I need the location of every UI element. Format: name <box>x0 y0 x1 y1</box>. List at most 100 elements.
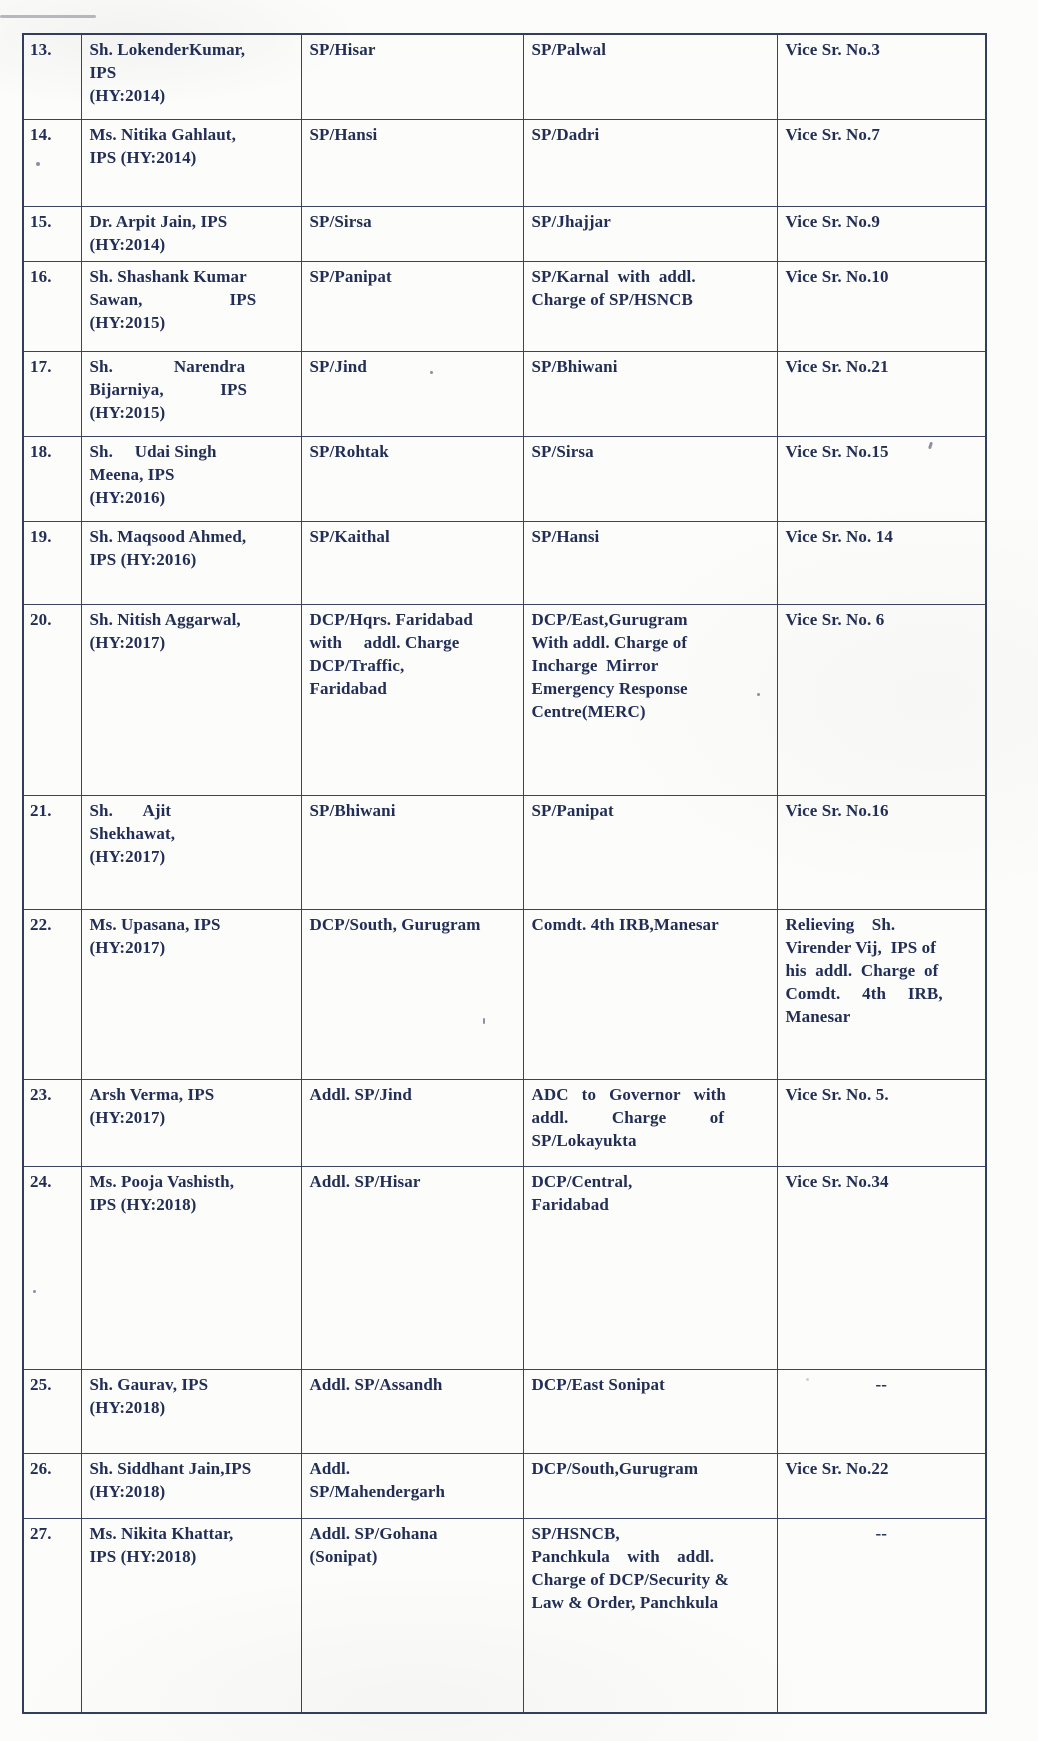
table-row: 22. Ms. Upasana, IPS (HY:2017) DCP/South… <box>22 908 987 1080</box>
cell-officer-name: Ms. Pooja Vashisth, IPS (HY:2018) <box>80 1165 302 1370</box>
transfer-table-body: 13. Sh. LokenderKumar, IPS (HY:2014) SP/… <box>22 33 987 1714</box>
cell-serial-number: 27. <box>22 1517 82 1714</box>
officer-transfer-table: 13. Sh. LokenderKumar, IPS (HY:2014) SP/… <box>22 33 987 1714</box>
cell-present-posting: Addl. SP/Hisar <box>300 1165 524 1370</box>
cell-present-posting: Addl. SP/Assandh <box>300 1368 524 1454</box>
scan-speck <box>36 162 40 166</box>
cell-officer-name: Ms. Nitika Gahlaut, IPS (HY:2014) <box>80 118 302 207</box>
table-row: 19. Sh. Maqsood Ahmed, IPS (HY:2016) SP/… <box>22 520 987 605</box>
cell-officer-name: Sh. Ajit Shekhawat, (HY:2017) <box>80 794 302 910</box>
cell-officer-name: Sh. Narendra Bijarniya, IPS (HY:2015) <box>80 350 302 437</box>
cell-remarks: Vice Sr. No.16 <box>776 794 987 910</box>
cell-serial-number: 18. <box>22 435 82 522</box>
table-row: 25. Sh. Gaurav, IPS (HY:2018) Addl. SP/A… <box>22 1368 987 1454</box>
table-row: 24. Ms. Pooja Vashisth, IPS (HY:2018) Ad… <box>22 1165 987 1370</box>
cell-new-posting: SP/HSNCB, Panchkula with addl. Charge of… <box>522 1517 778 1714</box>
scan-smudge <box>0 15 96 18</box>
cell-serial-number: 21. <box>22 794 82 910</box>
scan-speck <box>806 1378 809 1381</box>
cell-new-posting: SP/Dadri <box>522 118 778 207</box>
cell-officer-name: Sh. Siddhant Jain,IPS (HY:2018) <box>80 1452 302 1519</box>
scan-speck <box>483 1018 485 1024</box>
cell-present-posting: SP/Hisar <box>300 33 524 120</box>
cell-present-posting: SP/Rohtak <box>300 435 524 522</box>
cell-new-posting: SP/Bhiwani <box>522 350 778 437</box>
cell-new-posting: ADC to Governor with addl. Charge of SP/… <box>522 1078 778 1167</box>
cell-new-posting: Comdt. 4th IRB,Manesar <box>522 908 778 1080</box>
cell-serial-number: 13. <box>22 33 82 120</box>
cell-officer-name: Sh. Maqsood Ahmed, IPS (HY:2016) <box>80 520 302 605</box>
cell-remarks: Vice Sr. No.9 <box>776 205 987 262</box>
cell-present-posting: Addl. SP/Jind <box>300 1078 524 1167</box>
cell-new-posting: SP/Jhajjar <box>522 205 778 262</box>
cell-officer-name: Arsh Verma, IPS (HY:2017) <box>80 1078 302 1167</box>
cell-present-posting: SP/Sirsa <box>300 205 524 262</box>
cell-remarks: Vice Sr. No. 6 <box>776 603 987 796</box>
cell-present-posting: SP/Panipat <box>300 260 524 352</box>
table-row: 17. Sh. Narendra Bijarniya, IPS (HY:2015… <box>22 350 987 437</box>
cell-new-posting: DCP/East Sonipat <box>522 1368 778 1454</box>
cell-new-posting: DCP/South,Gurugram <box>522 1452 778 1519</box>
cell-remarks: Vice Sr. No.15 <box>776 435 987 522</box>
table-row: 13. Sh. LokenderKumar, IPS (HY:2014) SP/… <box>22 33 987 120</box>
cell-serial-number: 17. <box>22 350 82 437</box>
cell-serial-number: 19. <box>22 520 82 605</box>
cell-serial-number: 16. <box>22 260 82 352</box>
cell-officer-name: Ms. Nikita Khattar, IPS (HY:2018) <box>80 1517 302 1714</box>
cell-remarks: -- <box>776 1517 987 1714</box>
cell-officer-name: Sh. Udai Singh Meena, IPS (HY:2016) <box>80 435 302 522</box>
cell-officer-name: Sh. Nitish Aggarwal, (HY:2017) <box>80 603 302 796</box>
scan-speck <box>757 693 760 696</box>
cell-remarks: Vice Sr. No. 5. <box>776 1078 987 1167</box>
cell-remarks: Vice Sr. No.34 <box>776 1165 987 1370</box>
cell-present-posting: SP/Bhiwani <box>300 794 524 910</box>
cell-remarks: Vice Sr. No.3 <box>776 33 987 120</box>
table-row: 15. Dr. Arpit Jain, IPS (HY:2014) SP/Sir… <box>22 205 987 262</box>
cell-serial-number: 24. <box>22 1165 82 1370</box>
cell-present-posting: SP/Jind <box>300 350 524 437</box>
cell-serial-number: 15. <box>22 205 82 262</box>
cell-officer-name: Ms. Upasana, IPS (HY:2017) <box>80 908 302 1080</box>
table-row: 14. Ms. Nitika Gahlaut, IPS (HY:2014) SP… <box>22 118 987 207</box>
cell-new-posting: SP/Hansi <box>522 520 778 605</box>
cell-remarks: Vice Sr. No.22 <box>776 1452 987 1519</box>
cell-serial-number: 26. <box>22 1452 82 1519</box>
cell-remarks: Vice Sr. No. 14 <box>776 520 987 605</box>
table-row: 27. Ms. Nikita Khattar, IPS (HY:2018) Ad… <box>22 1517 987 1714</box>
cell-officer-name: Dr. Arpit Jain, IPS (HY:2014) <box>80 205 302 262</box>
cell-officer-name: Sh. LokenderKumar, IPS (HY:2014) <box>80 33 302 120</box>
cell-present-posting: DCP/Hqrs. Faridabad with addl. Charge DC… <box>300 603 524 796</box>
cell-new-posting: SP/Panipat <box>522 794 778 910</box>
table-row: 16. Sh. Shashank Kumar Sawan, IPS (HY:20… <box>22 260 987 352</box>
cell-serial-number: 22. <box>22 908 82 1080</box>
cell-officer-name: Sh. Gaurav, IPS (HY:2018) <box>80 1368 302 1454</box>
cell-serial-number: 14. <box>22 118 82 207</box>
cell-remarks: Vice Sr. No.21 <box>776 350 987 437</box>
cell-present-posting: SP/Hansi <box>300 118 524 207</box>
cell-present-posting: Addl. SP/Gohana (Sonipat) <box>300 1517 524 1714</box>
cell-remarks: -- <box>776 1368 987 1454</box>
cell-remarks: Vice Sr. No.7 <box>776 118 987 207</box>
cell-new-posting: SP/Karnal with addl. Charge of SP/HSNCB <box>522 260 778 352</box>
cell-present-posting: SP/Kaithal <box>300 520 524 605</box>
cell-new-posting: SP/Palwal <box>522 33 778 120</box>
cell-new-posting: SP/Sirsa <box>522 435 778 522</box>
table-row: 18. Sh. Udai Singh Meena, IPS (HY:2016) … <box>22 435 987 522</box>
cell-present-posting: Addl. SP/Mahendergarh <box>300 1452 524 1519</box>
table-row: 26. Sh. Siddhant Jain,IPS (HY:2018) Addl… <box>22 1452 987 1519</box>
cell-serial-number: 20. <box>22 603 82 796</box>
table-row: 20. Sh. Nitish Aggarwal, (HY:2017) DCP/H… <box>22 603 987 796</box>
cell-present-posting: DCP/South, Gurugram <box>300 908 524 1080</box>
table-row: 23. Arsh Verma, IPS (HY:2017) Addl. SP/J… <box>22 1078 987 1167</box>
cell-remarks: Relieving Sh. Virender Vij, IPS of his a… <box>776 908 987 1080</box>
cell-officer-name: Sh. Shashank Kumar Sawan, IPS (HY:2015) <box>80 260 302 352</box>
cell-serial-number: 23. <box>22 1078 82 1167</box>
cell-new-posting: DCP/Central, Faridabad <box>522 1165 778 1370</box>
scan-speck <box>430 371 433 374</box>
cell-new-posting: DCP/East,Gurugram With addl. Charge of I… <box>522 603 778 796</box>
scan-speck <box>33 1290 36 1293</box>
cell-serial-number: 25. <box>22 1368 82 1454</box>
cell-remarks: Vice Sr. No.10 <box>776 260 987 352</box>
table-row: 21. Sh. Ajit Shekhawat, (HY:2017) SP/Bhi… <box>22 794 987 910</box>
